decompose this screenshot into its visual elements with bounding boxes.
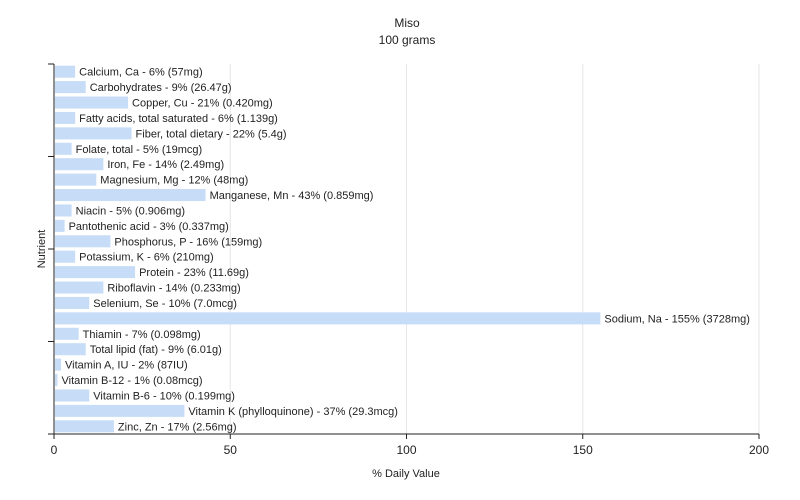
x-tick-label: 100 — [396, 443, 416, 457]
x-tick-label: 50 — [224, 443, 238, 457]
bar-label: Niacin - 5% (0.906mg) — [76, 205, 185, 217]
bar-label: Total lipid (fat) - 9% (6.01g) — [90, 344, 222, 356]
bar-label: Vitamin B-6 - 10% (0.199mg) — [93, 390, 235, 402]
bar-label: Vitamin K (phylloquinone) - 37% (29.3mcg… — [188, 406, 398, 418]
bar — [55, 250, 76, 263]
bar-label: Selenium, Se - 10% (7.0mcg) — [93, 298, 237, 310]
bar-label: Magnesium, Mg - 12% (48mg) — [100, 175, 248, 187]
bar-label: Calcium, Ca - 6% (57mg) — [79, 67, 202, 79]
chart-subtitle: 100 grams — [379, 33, 436, 47]
y-axis-label: Nutrient — [36, 230, 48, 269]
x-axis-label: % Daily Value — [372, 468, 440, 480]
grid-lines — [229, 64, 760, 434]
x-tick-label: 0 — [51, 443, 58, 457]
bar-label: Vitamin A, IU - 2% (87IU) — [65, 360, 188, 372]
bar — [55, 389, 90, 402]
bar — [55, 296, 90, 309]
bar-label: Iron, Fe - 14% (2.49mg) — [107, 159, 224, 171]
bar-label: Manganese, Mn - 43% (0.859mg) — [210, 190, 374, 202]
bar — [55, 312, 601, 325]
bar — [55, 266, 136, 279]
bar-label: Zinc, Zn - 17% (2.56mg) — [118, 421, 237, 433]
bar-label: Folate, total - 5% (19mcg) — [76, 144, 203, 156]
chart-title: Miso — [394, 16, 420, 30]
bar — [55, 204, 72, 217]
bar-label: Riboflavin - 14% (0.233mg) — [107, 283, 240, 295]
bars: Calcium, Ca - 6% (57mg) Carbohydrates - 9… — [55, 65, 750, 433]
bar — [55, 343, 86, 356]
bar — [55, 189, 206, 202]
bar-label: Thiamin - 7% (0.098mg) — [83, 329, 201, 341]
bar-label: Phosphorus, P - 16% (159mg) — [114, 236, 262, 248]
bar — [55, 327, 79, 340]
bar — [55, 420, 114, 433]
bar — [55, 127, 132, 140]
bar — [55, 281, 104, 294]
bar-label: Potassium, K - 6% (210mg) — [79, 252, 214, 264]
bar — [55, 81, 86, 94]
x-tick-label: 200 — [749, 443, 769, 457]
bar — [55, 374, 58, 387]
bar-label: Sodium, Na - 155% (3728mg) — [604, 313, 750, 325]
x-tick-label: 150 — [573, 443, 593, 457]
bar — [55, 173, 97, 186]
bar-label: Carbohydrates - 9% (26.47g) — [90, 82, 232, 94]
bar — [55, 96, 129, 109]
bar — [55, 358, 62, 371]
bar-label: Pantothenic acid - 3% (0.337mg) — [69, 221, 229, 233]
bar — [55, 111, 76, 124]
bar — [55, 158, 104, 171]
bar-label: Vitamin B-12 - 1% (0.08mcg) — [62, 375, 203, 387]
bar-label: Copper, Cu - 21% (0.420mg) — [132, 98, 273, 110]
bar — [55, 142, 72, 155]
bar — [55, 404, 185, 417]
bar — [55, 235, 111, 248]
bar — [55, 65, 76, 78]
axes: 0 50 100 150 200 — [48, 63, 769, 457]
bar — [55, 219, 65, 232]
bar-label: Fatty acids, total saturated - 6% (1.139… — [79, 113, 278, 125]
bar-label: Protein - 23% (11.69g) — [139, 267, 249, 279]
bar-label: Fiber, total dietary - 22% (5.4g) — [136, 128, 287, 140]
